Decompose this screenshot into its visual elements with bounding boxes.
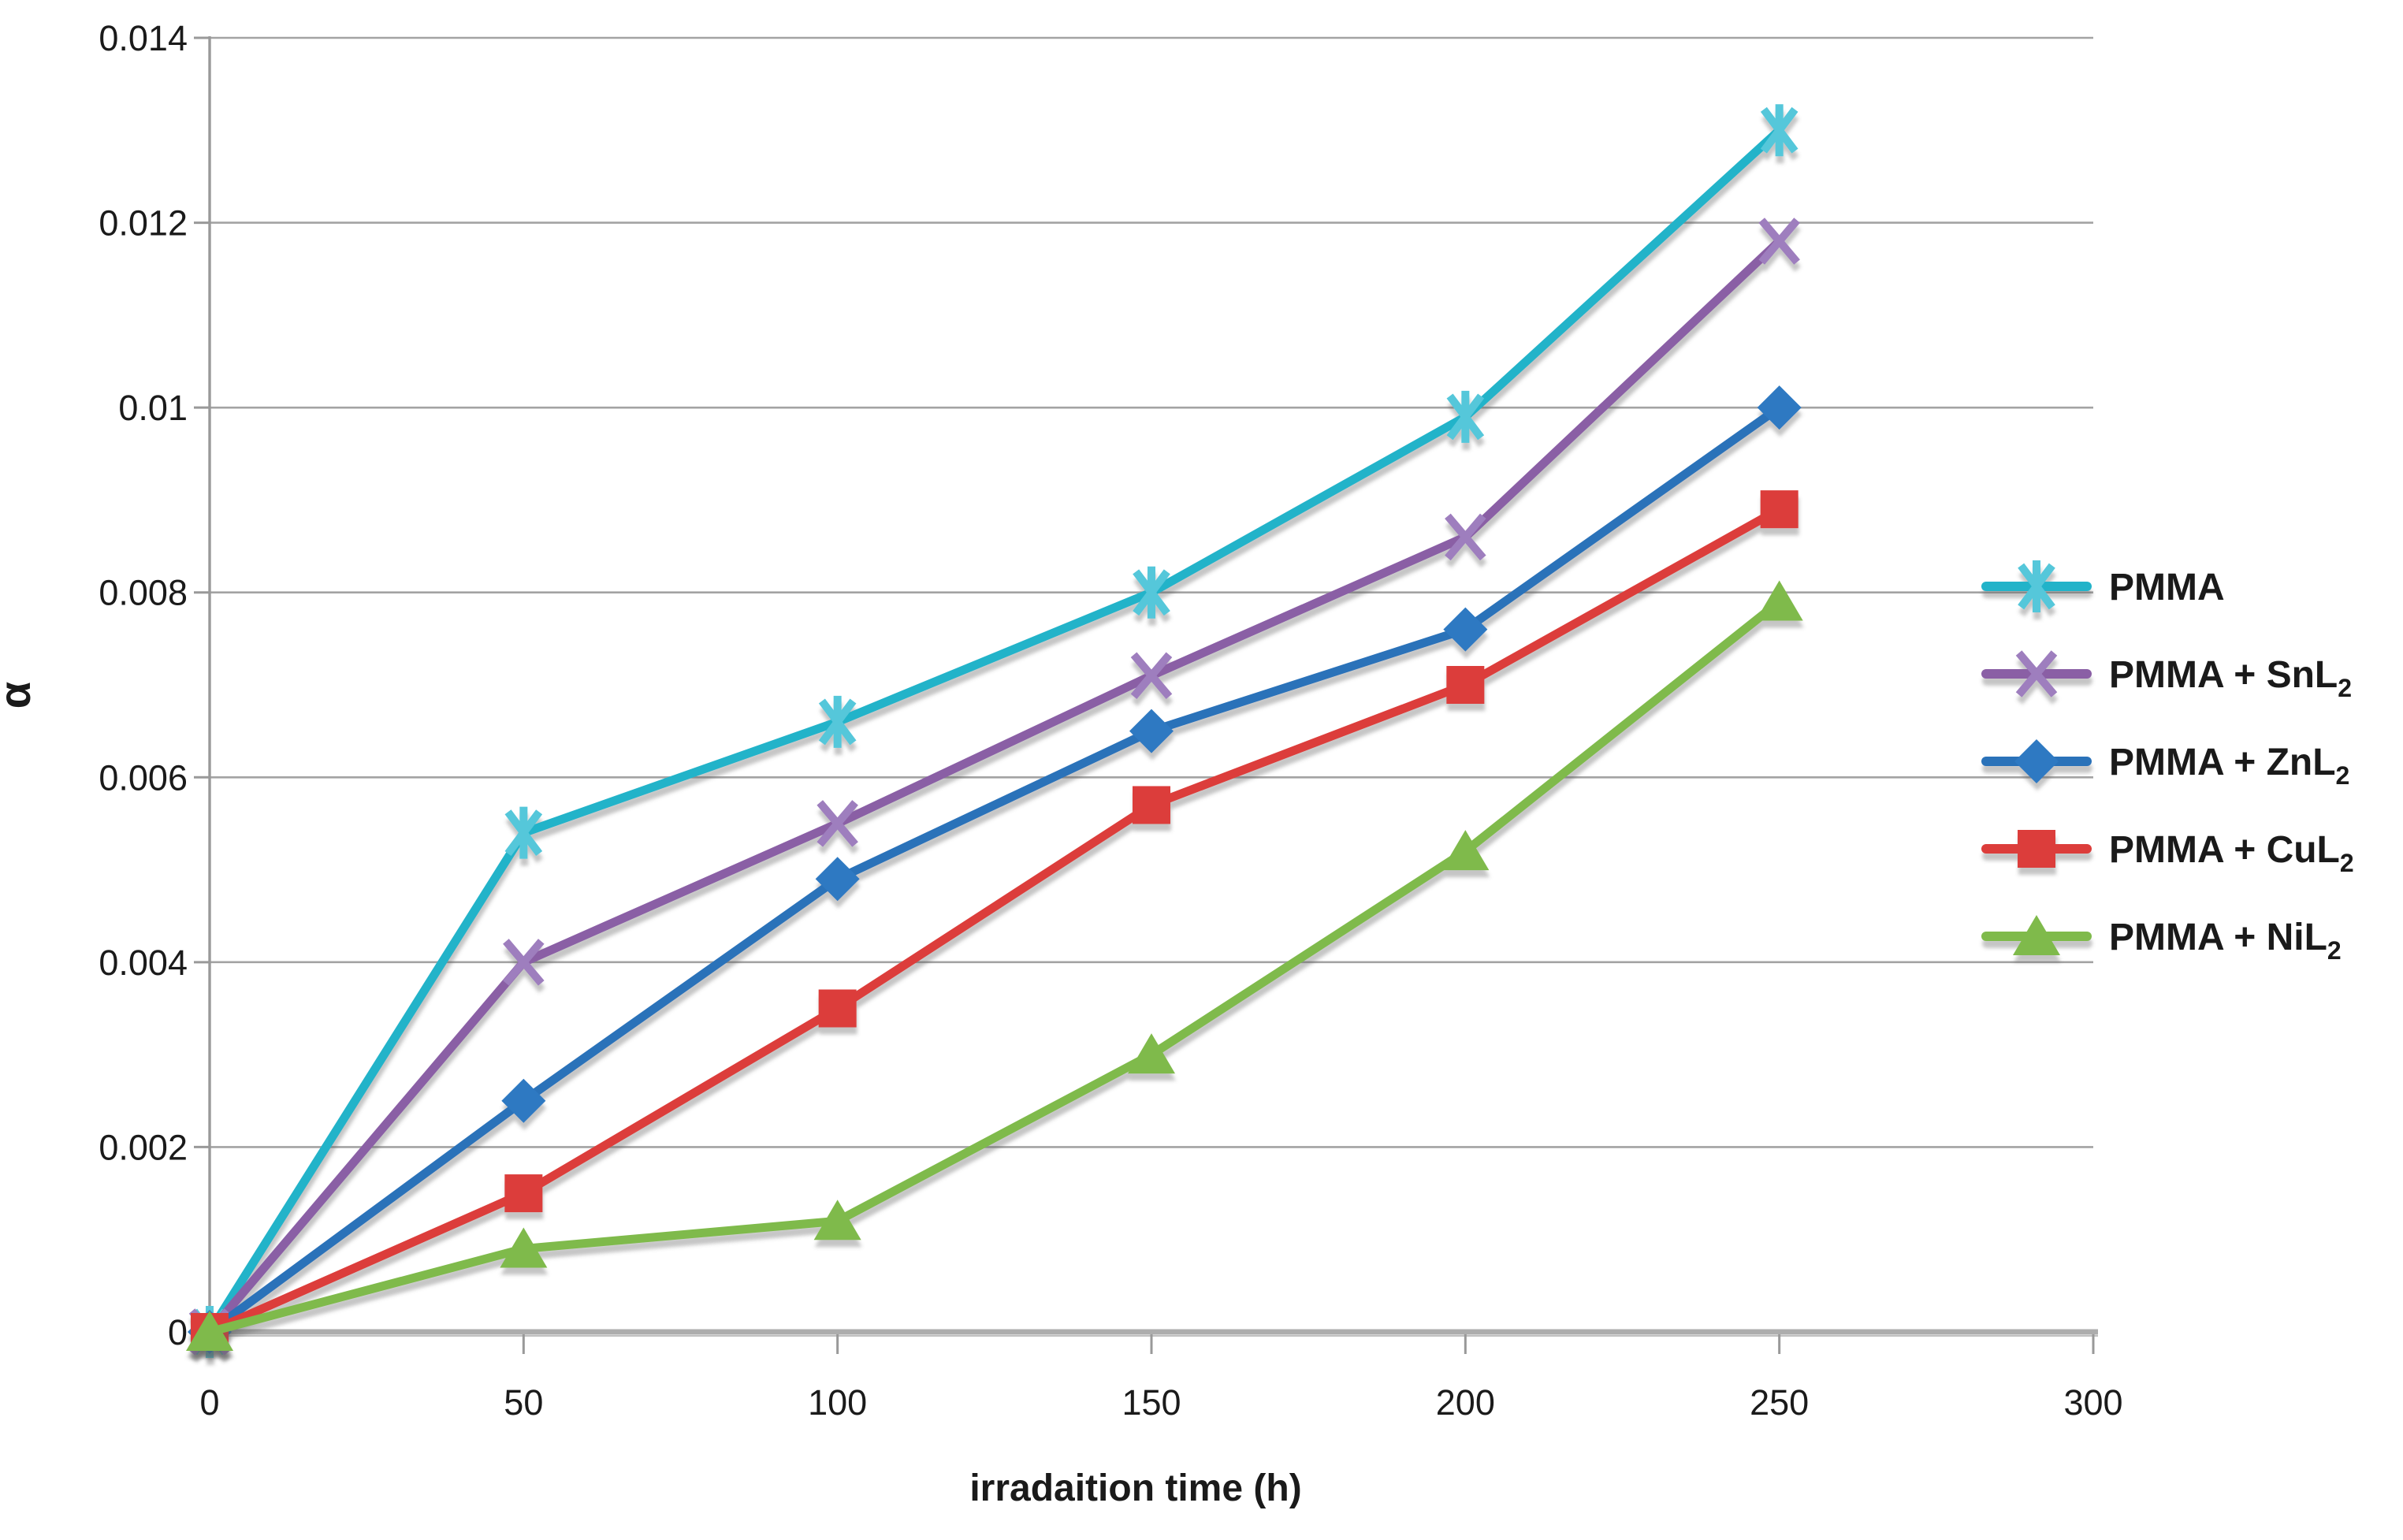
legend-item-pmma: PMMA xyxy=(1981,560,2225,612)
legend-label: PMMA xyxy=(2109,567,2225,608)
x-axis-title: irradaition time (h) xyxy=(969,1467,1301,1509)
legend-label: PMMA + ZnL2 xyxy=(2109,742,2349,790)
diamond-marker-icon xyxy=(1129,709,1174,753)
diamond-marker-icon xyxy=(1757,385,1802,430)
legend-item-pmma-snl2: PMMA + SnL2 xyxy=(1981,650,2352,702)
series-line xyxy=(205,403,1784,1337)
legend-item-pmma-nil2: PMMA + NiL2 xyxy=(1981,915,2342,965)
legend-item-pmma-cul2: PMMA + CuL2 xyxy=(1981,829,2354,877)
data-series-group xyxy=(186,104,1803,1358)
square-marker-icon xyxy=(1446,666,1485,704)
x-marker-icon xyxy=(816,800,858,847)
square-marker-icon xyxy=(1760,490,1799,529)
y-tick-label: 0.01 xyxy=(118,388,188,428)
legend-label-subscript: 2 xyxy=(2340,849,2354,877)
y-tick-label: 0 xyxy=(168,1312,188,1352)
series-line xyxy=(205,125,1784,1337)
triangle-marker-icon xyxy=(186,1311,233,1351)
legend-label-base: PMMA + SnL xyxy=(2109,654,2338,696)
series-line xyxy=(205,597,1784,1337)
asterisk-marker-icon xyxy=(2018,563,2055,610)
y-tick-label: 0.004 xyxy=(99,943,188,983)
legend-label-base: PMMA + NiL xyxy=(2109,917,2327,958)
x-marker-icon xyxy=(1130,652,1173,700)
y-tick-label: 0.008 xyxy=(99,573,188,613)
square-marker-icon xyxy=(2018,830,2055,868)
legend-swatch xyxy=(1981,915,2092,955)
legend-label: PMMA + CuL2 xyxy=(2109,829,2354,877)
triangle-marker-icon xyxy=(813,1200,861,1241)
x-tick-label: 300 xyxy=(2063,1382,2122,1423)
x-marker-icon xyxy=(1758,218,1800,265)
asterisk-marker-icon xyxy=(1760,106,1799,154)
x-tick-label: 150 xyxy=(1122,1382,1181,1423)
series-pmma-znl2 xyxy=(188,385,1802,1354)
axis-labels-group: 0 0.002 0.004 0.006 0.008 0.01 0.012 0.014 0 50 10… xyxy=(0,18,2123,1509)
y-tick-label: 0.002 xyxy=(99,1127,188,1167)
series-line xyxy=(205,504,1784,1337)
diamond-marker-icon xyxy=(815,857,860,902)
diamond-marker-icon xyxy=(1443,607,1488,652)
y-tick-label: 0.012 xyxy=(99,203,188,244)
triangle-marker-icon xyxy=(1755,580,1803,621)
asterisk-marker-icon xyxy=(1133,569,1170,616)
square-marker-icon xyxy=(504,1174,543,1213)
y-axis-title: α xyxy=(0,682,39,709)
series-pmma-snl2 xyxy=(188,218,1800,1356)
y-tick-label: 0.006 xyxy=(99,757,188,798)
legend-label: PMMA + SnL2 xyxy=(2109,654,2352,702)
asterisk-marker-icon xyxy=(1446,393,1485,441)
x-tick-label: 100 xyxy=(808,1382,867,1423)
legend-item-pmma-znl2: PMMA + ZnL2 xyxy=(1981,739,2349,790)
series-line xyxy=(205,236,1784,1337)
legend-swatch xyxy=(1981,560,2092,612)
x-tick-label: 0 xyxy=(199,1382,219,1423)
diamond-marker-icon xyxy=(501,1078,546,1123)
legend-label: PMMA + NiL2 xyxy=(2109,917,2342,965)
x-marker-icon xyxy=(503,939,545,986)
triangle-marker-icon xyxy=(500,1227,548,1268)
square-marker-icon xyxy=(1133,786,1170,824)
diamond-marker-icon xyxy=(2014,739,2059,783)
legend-label-base: PMMA + ZnL xyxy=(2109,742,2336,783)
legend-label-base: PMMA + CuL xyxy=(2109,829,2340,871)
asterisk-marker-icon xyxy=(818,698,857,746)
triangle-marker-icon xyxy=(2013,915,2060,955)
series-pmma xyxy=(191,104,1799,1358)
legend-label-base: PMMA xyxy=(2109,567,2225,608)
legend-swatch xyxy=(1981,650,2092,697)
legend-swatch xyxy=(1981,739,2092,783)
legend-swatch xyxy=(1981,830,2092,868)
x-marker-icon xyxy=(1445,513,1486,561)
x-tick-label: 200 xyxy=(1436,1382,1495,1423)
square-marker-icon xyxy=(818,989,857,1028)
legend-label-subscript: 2 xyxy=(2327,936,2342,965)
x-marker-icon xyxy=(2015,650,2058,697)
legend-label-subscript: 2 xyxy=(2338,674,2352,702)
triangle-marker-icon xyxy=(1128,1033,1175,1074)
legend-label-subscript: 2 xyxy=(2336,761,2350,790)
asterisk-marker-icon xyxy=(504,809,543,857)
series-pmma-cul2 xyxy=(191,490,1799,1351)
y-tick-label: 0.014 xyxy=(99,18,188,58)
triangle-marker-icon xyxy=(1441,830,1490,871)
series-pmma-nil2 xyxy=(186,580,1803,1351)
x-tick-label: 50 xyxy=(504,1382,543,1423)
axes-group xyxy=(194,36,2098,1354)
x-tick-label: 250 xyxy=(1750,1382,1809,1423)
